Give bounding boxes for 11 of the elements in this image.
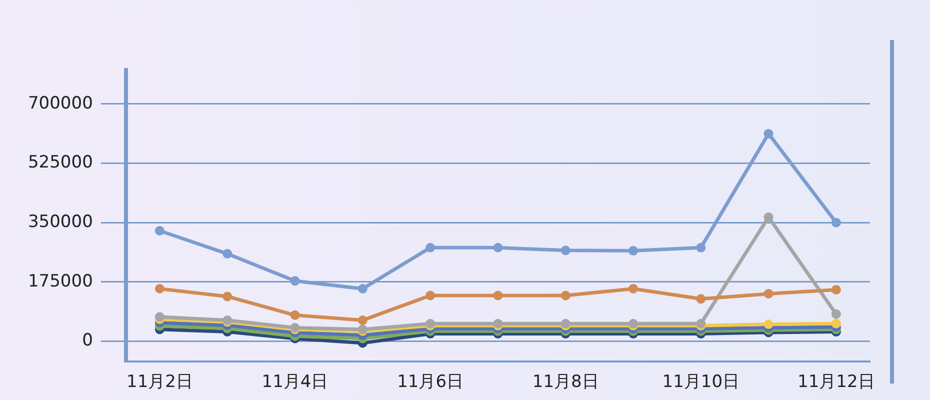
x-tick-label: 11月4日: [262, 372, 328, 392]
y-tick-label: 350000: [28, 212, 93, 232]
y-tick-label: 700000: [28, 93, 93, 114]
y-tick-label: 0: [82, 330, 93, 351]
x-tick-label: 11月10日: [662, 372, 740, 392]
x-tick-label: 11月6日: [397, 372, 464, 392]
y-tick-label: 525000: [28, 152, 93, 173]
x-tick-label: 11月2日: [126, 372, 193, 392]
x-tick-label: 11月12日: [798, 372, 875, 392]
x-tick-label: 11月8日: [532, 372, 599, 392]
y-tick-label: 175000: [28, 271, 93, 292]
